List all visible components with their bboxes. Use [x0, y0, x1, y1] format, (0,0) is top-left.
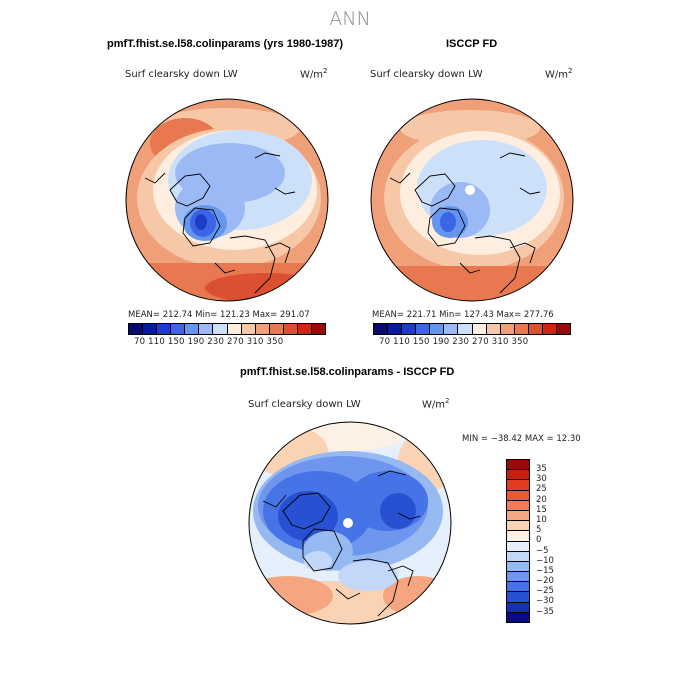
colorbar-tick-label: −35 — [536, 606, 554, 617]
colorbar-swatch — [507, 480, 529, 491]
panel-1-title: pmfT.fhist.se.l58.colinparams (yrs 1980-… — [107, 38, 343, 50]
colorbar-swatch — [312, 324, 326, 334]
colorbar-swatch — [507, 541, 529, 552]
colorbar-swatch — [458, 324, 473, 334]
colorbar-tick-label: −30 — [536, 596, 554, 607]
colorbar-swatch — [129, 324, 144, 334]
colorbar-swatch — [255, 324, 270, 334]
colorbar-swatch — [507, 531, 529, 542]
panel-2-title: ISCCP FD — [446, 38, 498, 50]
panel-1-colorbar-ticks: 70 110 150 190 230 270 310 350 — [134, 337, 284, 347]
colorbar-swatch — [430, 324, 445, 334]
panel-1-stats: MEAN= 212.74 Min= 121.23 Max= 291.07 — [128, 310, 310, 320]
colorbar-swatch — [507, 612, 529, 622]
colorbar-swatch — [269, 324, 284, 334]
panel-1-units: W/m2 — [300, 67, 328, 81]
panel-2-stats: MEAN= 221.71 Min= 127.43 Max= 277.76 — [372, 310, 554, 320]
colorbar-tick-label: −10 — [536, 555, 554, 566]
figure-title: ANN — [329, 8, 371, 30]
panel-2-units: W/m2 — [545, 67, 573, 81]
colorbar-swatch — [185, 324, 200, 334]
panel-3-map — [248, 421, 452, 625]
colorbar-tick-label: −5 — [536, 545, 549, 556]
colorbar-swatch — [542, 324, 558, 334]
colorbar-swatch — [528, 324, 543, 334]
colorbar-tick-label: 5 — [536, 525, 542, 536]
panel-3-colorbar-ticks: 35 30 25 20 15 10 5 0 −5 −10 −15 −20 −25 −30 −35 — [536, 459, 554, 617]
colorbar-swatch — [507, 490, 529, 501]
colorbar-swatch — [486, 324, 501, 334]
colorbar-swatch — [507, 572, 529, 583]
colorbar-swatch — [507, 551, 529, 562]
colorbar-swatch — [507, 521, 529, 532]
colorbar-swatch — [507, 602, 529, 613]
panel-3-units: W/m2 — [422, 397, 450, 411]
colorbar-swatch — [283, 324, 298, 334]
colorbar-tick-label: 15 — [536, 504, 547, 515]
colorbar-tick-label: 25 — [536, 484, 547, 495]
colorbar-swatch — [171, 324, 186, 334]
panel-2-variable: Surf clearsky down LW — [370, 69, 483, 80]
colorbar-swatch — [374, 324, 389, 334]
colorbar-swatch — [500, 324, 515, 334]
colorbar-tick-label: 10 — [536, 514, 547, 525]
panel-3-colorbar — [506, 459, 530, 623]
colorbar-swatch — [507, 592, 529, 603]
colorbar-tick-label: −15 — [536, 565, 554, 576]
colorbar-tick-label: −25 — [536, 586, 554, 597]
colorbar-swatch — [507, 500, 529, 511]
colorbar-swatch — [507, 510, 529, 522]
colorbar-tick-label: 35 — [536, 464, 547, 474]
colorbar-tick-label: 0 — [536, 535, 542, 546]
colorbar-swatch — [388, 324, 403, 334]
colorbar-swatch — [507, 470, 529, 481]
colorbar-swatch — [514, 324, 529, 334]
colorbar-swatch — [199, 324, 214, 334]
colorbar-swatch — [416, 324, 431, 334]
colorbar-tick-label: −20 — [536, 576, 554, 587]
panel-1-variable: Surf clearsky down LW — [125, 69, 238, 80]
panel-3-stats: MIN = −38.42 MAX = 12.30 — [462, 434, 581, 444]
panel-3-title: pmfT.fhist.se.l58.colinparams - ISCCP FD — [240, 366, 455, 378]
colorbar-swatch — [444, 324, 459, 334]
colorbar-swatch — [557, 324, 571, 334]
panel-2-map — [370, 98, 574, 302]
colorbar-swatch — [472, 324, 487, 334]
colorbar-tick-label: 20 — [536, 494, 547, 505]
colorbar-swatch — [227, 324, 242, 334]
colorbar-swatch — [507, 460, 529, 471]
colorbar-tick-label: 30 — [536, 474, 547, 485]
panel-3-variable: Surf clearsky down LW — [248, 399, 361, 410]
panel-2-colorbar — [373, 323, 571, 335]
colorbar-swatch — [507, 561, 529, 573]
colorbar-swatch — [241, 324, 256, 334]
colorbar-swatch — [213, 324, 228, 334]
colorbar-swatch — [402, 324, 417, 334]
colorbar-swatch — [157, 324, 172, 334]
panel-1-colorbar — [128, 323, 326, 335]
panel-1-map — [125, 98, 329, 302]
colorbar-swatch — [507, 582, 529, 593]
colorbar-swatch — [297, 324, 313, 334]
colorbar-swatch — [143, 324, 158, 334]
panel-2-colorbar-ticks: 70 110 150 190 230 270 310 350 — [379, 337, 529, 347]
